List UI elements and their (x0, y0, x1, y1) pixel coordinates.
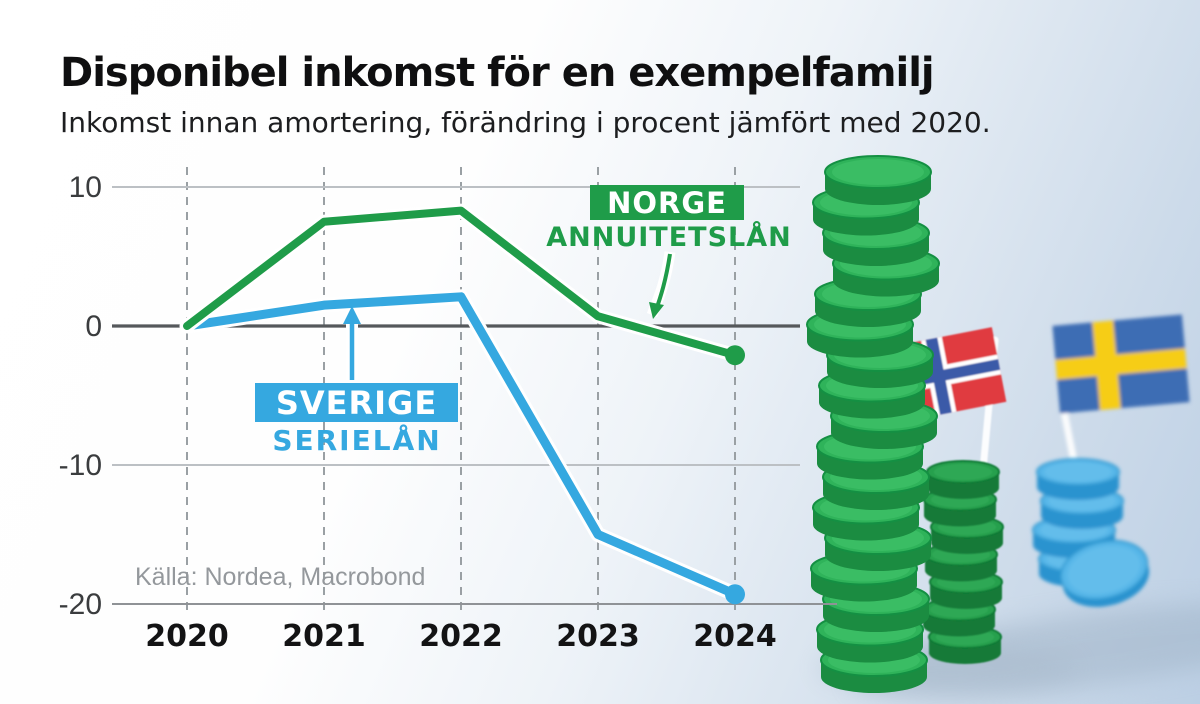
sverige-series-label: SVERIGE (275, 383, 438, 422)
chart-axis-labels: 10 0 -10 -20 2020 2021 2022 2023 2024 (59, 171, 777, 654)
norge-series-sublabel: ANNUITETSLÅN (546, 222, 792, 253)
norge-annotation-arrowhead (649, 302, 664, 319)
norge-series-label: NORGE (607, 185, 727, 220)
coin (824, 155, 932, 205)
y-tick-label: -10 (59, 449, 102, 482)
norge-endpoint-dot (725, 345, 745, 366)
norge-line (183, 206, 739, 360)
y-tick-label: 0 (85, 310, 102, 343)
sverige-endpoint-dot (725, 584, 745, 605)
sverige-series-sublabel: SERIELÅN (272, 424, 442, 457)
source-note: Källa: Nordea, Macrobond (135, 563, 426, 591)
sverige-series-label-box: SVERIGE (255, 383, 458, 422)
sverige-line (182, 292, 740, 599)
chart-series (179, 203, 745, 605)
sverige-annotation-arrowhead (343, 306, 361, 324)
annotation-arrows (343, 253, 672, 380)
page-title: Disponibel inkomst för en exempelfamilj (60, 50, 935, 96)
y-tick-label: -20 (59, 588, 102, 621)
coin (926, 460, 1000, 499)
x-tick-label: 2023 (556, 619, 640, 654)
coin (1036, 458, 1120, 500)
green-coin-stack-small (922, 460, 1004, 664)
x-tick-label: 2020 (145, 619, 229, 654)
x-tick-label: 2022 (419, 619, 503, 654)
tilted-coin (1059, 539, 1150, 607)
norge-series-label-box: NORGE (590, 185, 744, 220)
y-tick-label: 10 (69, 171, 102, 204)
sweden-flag-icon (1052, 314, 1190, 476)
page-subtitle: Inkomst innan amortering, förändring i p… (60, 106, 991, 139)
x-tick-label: 2024 (693, 619, 777, 654)
blue-coin-stack (1032, 458, 1150, 607)
x-tick-label: 2021 (282, 619, 366, 654)
green-coin-stack-tall (806, 155, 940, 693)
